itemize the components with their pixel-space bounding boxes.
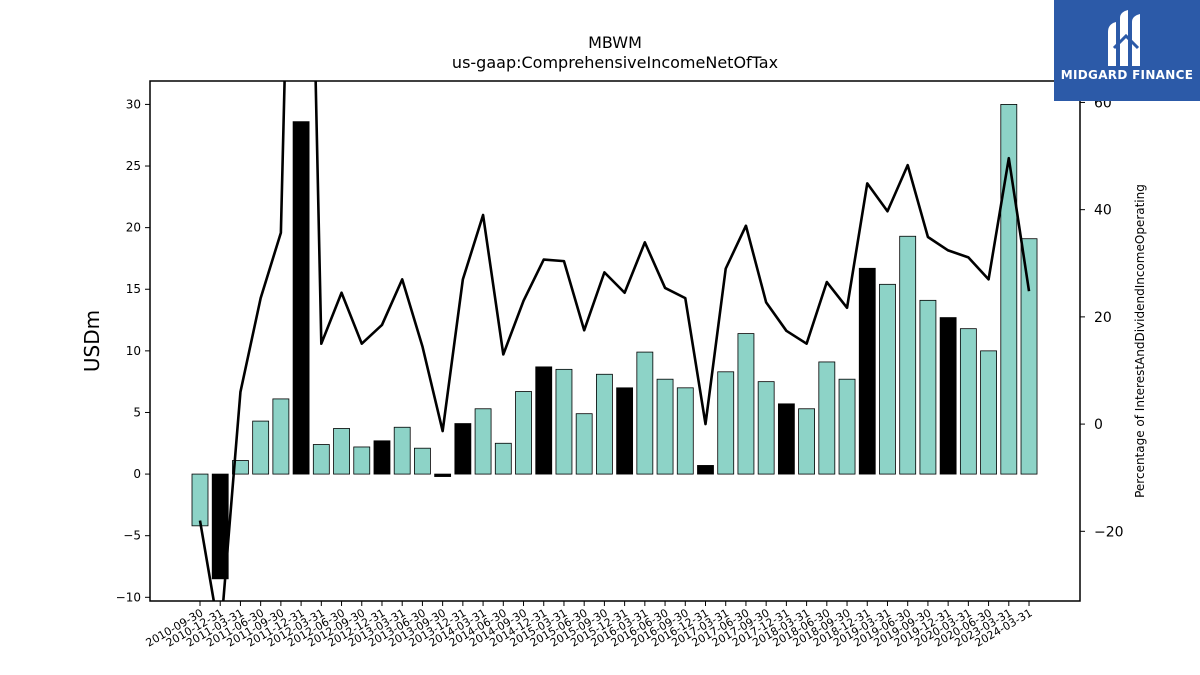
logo-text: MIDGARD FINANCE — [1060, 68, 1194, 82]
y-tick-label: −10 — [116, 590, 141, 604]
bar-2018-06-30 — [818, 361, 836, 475]
bar-2017-12-31 — [777, 403, 795, 475]
bar-2016-03-31 — [636, 351, 654, 475]
y-tick-label: 30 — [126, 97, 141, 111]
percentage-line — [198, 81, 1031, 601]
bar-2018-09-30 — [838, 378, 856, 475]
bar-2019-06-30 — [899, 235, 917, 475]
y2-tick-label: 0 — [1094, 417, 1103, 433]
y-tick-label: 10 — [126, 344, 141, 358]
bar-2017-03-31 — [717, 371, 735, 475]
bar-2020-06-30 — [980, 350, 997, 475]
bar-2012-09-30 — [353, 446, 371, 475]
bar-2011-12-31 — [292, 121, 310, 475]
bar-2011-09-30 — [272, 398, 290, 475]
y-tick-label: 20 — [126, 221, 141, 235]
bar-2024-03-31 — [1020, 238, 1038, 475]
bar-2014-06-30 — [494, 442, 512, 475]
bar-2014-03-31 — [474, 408, 492, 475]
y2-tick-label: 40 — [1094, 203, 1112, 219]
bar-2012-03-31 — [312, 444, 330, 475]
y-tick-label: −5 — [123, 529, 141, 543]
bar-series — [191, 104, 1038, 580]
bar-2011-06-30 — [252, 420, 270, 475]
midgard-logo-icon — [1108, 10, 1140, 66]
bar-2016-12-31 — [697, 465, 714, 475]
bar-2015-03-31 — [555, 368, 573, 475]
bar-2019-03-31 — [879, 283, 896, 475]
bar-2012-06-30 — [333, 428, 350, 475]
bar-2016-09-30 — [676, 387, 694, 475]
bar-2016-06-30 — [656, 378, 674, 475]
bar-2012-12-31 — [373, 440, 391, 475]
bar-2019-09-30 — [919, 299, 937, 475]
bar-2015-09-30 — [596, 373, 613, 475]
y-tick-label: 0 — [133, 467, 141, 481]
bar-2017-09-30 — [757, 381, 775, 475]
x-axis: 2010-09-302010-12-312011-03-312011-06-30… — [144, 601, 1035, 650]
bar-2013-03-31 — [393, 426, 411, 475]
bar-2014-09-30 — [515, 391, 532, 475]
bar-2013-12-31 — [454, 423, 472, 475]
chart-title: MBWM — [588, 33, 642, 52]
y-axis-label: USDm — [80, 310, 104, 372]
chart-subtitle: us-gaap:ComprehensiveIncomeNetOfTax — [452, 53, 778, 72]
y-tick-label: 15 — [126, 282, 141, 296]
bar-2010-09-30 — [191, 473, 209, 527]
line-series — [198, 81, 1031, 601]
y-tick-label: 5 — [133, 405, 141, 419]
bar-2018-12-31 — [858, 267, 876, 475]
bar-2013-09-30 — [434, 473, 452, 477]
bar-2013-06-30 — [414, 447, 431, 475]
y2-tick-label: 20 — [1094, 310, 1112, 326]
bar-2011-03-31 — [232, 460, 249, 475]
bar-2015-12-31 — [616, 387, 634, 475]
y2-axis-label: Percentage of InterestAndDividendIncomeO… — [1133, 184, 1147, 498]
bar-2015-06-30 — [575, 413, 593, 475]
bar-2018-03-31 — [798, 408, 815, 475]
y2-tick-label: −20 — [1094, 524, 1124, 540]
bar-2023-03-31 — [1000, 104, 1018, 475]
y-axis-left: −10 −5 0 5 10 15 20 25 30 — [116, 97, 150, 604]
bar-2017-06-30 — [737, 333, 755, 475]
bar-2019-12-31 — [939, 317, 957, 475]
y-tick-label: 25 — [126, 159, 141, 173]
bar-2014-12-31 — [535, 366, 553, 475]
plot-frame — [149, 80, 1081, 602]
bar-2020-03-31 — [959, 328, 977, 475]
